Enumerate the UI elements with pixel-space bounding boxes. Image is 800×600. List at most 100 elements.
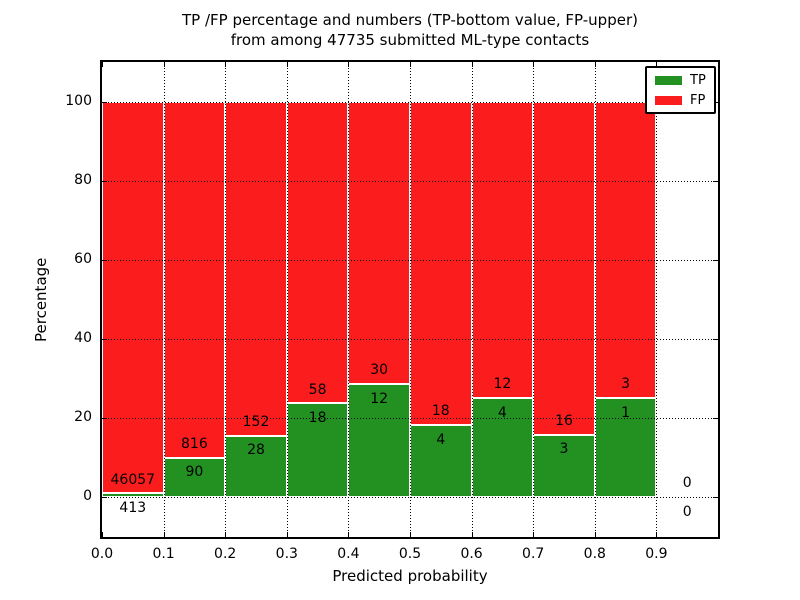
bar-tp-8	[594, 398, 657, 497]
chart-title-line2: from among 47735 submitted ML-type conta…	[230, 31, 590, 49]
annotation-tp-3: 18	[308, 410, 327, 427]
tick-x-bottom-0.7	[533, 532, 535, 537]
gridline-v-0.1	[163, 62, 165, 537]
legend-label-fp: FP	[690, 92, 706, 108]
bar-tp-0	[102, 493, 164, 497]
tick-x-top-0.7	[533, 62, 535, 67]
tick-x-bottom-0.4	[348, 532, 350, 537]
gridline-v-0.9	[656, 62, 658, 537]
annotation-fp-0: 46057	[110, 471, 156, 488]
legend-entry-tp: TP	[655, 74, 708, 87]
legend-box: TP FP	[645, 66, 716, 114]
bar-tp-7	[533, 434, 595, 497]
tick-x-top-0.0	[102, 62, 103, 67]
tick-x-bottom-0.8	[594, 532, 596, 537]
tick-x-top-0.8	[594, 62, 596, 67]
legend-entry-fp: FP	[655, 94, 708, 107]
gridline-v-0.7	[533, 62, 535, 537]
annotation-tp-6: 4	[497, 404, 507, 421]
chart-title-line1: TP /FP percentage and numbers (TP-bottom…	[182, 11, 638, 29]
bar-tp-4	[348, 384, 410, 497]
tick-y-right-60	[713, 260, 718, 261]
annotation-tp-9: 0	[682, 503, 692, 520]
tick-x-top-0.9	[656, 62, 658, 67]
tick-x-top-0.2	[225, 62, 227, 67]
tick-x-bottom-0.3	[286, 532, 288, 537]
tick-y-right-80	[713, 181, 718, 182]
x-tick-label-0.2: 0.2	[214, 546, 237, 562]
annotation-tp-8: 1	[621, 404, 631, 421]
tick-x-bottom-0.6	[471, 532, 473, 537]
annotation-fp-5: 18	[431, 403, 450, 420]
tick-y-left-40	[102, 339, 107, 340]
annotation-fp-7: 16	[555, 412, 573, 429]
annotation-fp-1: 816	[181, 435, 208, 452]
tick-x-top-0.4	[348, 62, 350, 67]
gridline-v-0.5	[410, 62, 411, 537]
gridline-v-0.4	[348, 62, 350, 537]
y-tick-label-100: 100	[65, 93, 92, 109]
bar-fp-5	[410, 102, 472, 426]
y-axis-label: Percentage	[32, 257, 50, 342]
x-tick-label-0.3: 0.3	[275, 546, 298, 562]
tick-x-top-0.5	[410, 62, 411, 67]
tick-y-left-100	[102, 102, 107, 103]
tick-x-bottom-0.2	[225, 532, 227, 537]
tick-x-bottom-0.9	[656, 532, 658, 537]
y-tick-label-0: 0	[83, 488, 92, 504]
x-tick-label-0.7: 0.7	[522, 546, 545, 562]
gridline-v-0.8	[594, 62, 596, 537]
tick-x-top-0.3	[286, 62, 288, 67]
y-tick-label-60: 60	[74, 251, 92, 267]
x-tick-label-0.0: 0.0	[90, 546, 114, 562]
tick-y-left-20	[102, 418, 107, 419]
bar-tp-3	[286, 403, 349, 497]
x-tick-label-0.6: 0.6	[460, 546, 483, 562]
y-tick-label-20: 20	[74, 409, 92, 425]
bar-fp-1	[163, 102, 226, 458]
legend-swatch-tp	[655, 75, 682, 85]
annotation-tp-5: 4	[436, 431, 446, 448]
x-axis-label: Predicted probability	[332, 567, 488, 585]
annotation-fp-2: 152	[242, 413, 270, 430]
annotation-fp-4: 30	[370, 362, 389, 379]
gridline-v-0.6	[471, 62, 473, 537]
tick-y-right-20	[713, 418, 718, 419]
tick-y-left-80	[102, 181, 107, 182]
bar-fp-7	[533, 102, 595, 435]
annotation-tp-1: 90	[185, 464, 204, 481]
annotation-fp-8: 3	[621, 376, 631, 393]
tick-x-bottom-0.1	[163, 532, 165, 537]
tick-x-top-0.1	[163, 62, 165, 67]
x-tick-label-0.8: 0.8	[583, 546, 606, 562]
bar-tp-1	[163, 457, 226, 497]
annotation-fp-9: 0	[682, 475, 692, 492]
x-tick-label-0.9: 0.9	[645, 546, 668, 562]
chart-title: TP /FP percentage and numbers (TP-bottom…	[100, 10, 720, 50]
annotation-tp-4: 12	[370, 390, 389, 407]
bar-fp-6	[471, 102, 534, 399]
tick-y-left-60	[102, 260, 107, 261]
annotation-tp-7: 3	[559, 441, 569, 458]
legend-label-tp: TP	[690, 72, 706, 88]
x-tick-label-0.5: 0.5	[398, 546, 422, 562]
tick-x-top-0.6	[471, 62, 473, 67]
tick-y-right-40	[713, 339, 718, 340]
legend-swatch-fp	[655, 95, 682, 105]
annotation-tp-0: 413	[119, 500, 147, 517]
annotation-fp-6: 12	[493, 376, 512, 393]
annotation-tp-2: 28	[247, 442, 265, 459]
tick-y-right-0	[713, 497, 718, 498]
x-tick-label-0.1: 0.1	[152, 546, 175, 562]
tick-x-bottom-0.0	[102, 532, 103, 537]
plot-area	[100, 60, 720, 539]
tick-y-left-0	[102, 497, 107, 498]
y-tick-label-40: 40	[74, 330, 92, 346]
annotation-fp-3: 58	[308, 381, 327, 398]
x-tick-label-0.4: 0.4	[337, 546, 360, 562]
tick-x-bottom-0.5	[410, 532, 411, 537]
gridline-v-0.3	[286, 62, 288, 537]
bar-fp-0	[102, 102, 164, 494]
y-tick-label-80: 80	[74, 172, 92, 188]
